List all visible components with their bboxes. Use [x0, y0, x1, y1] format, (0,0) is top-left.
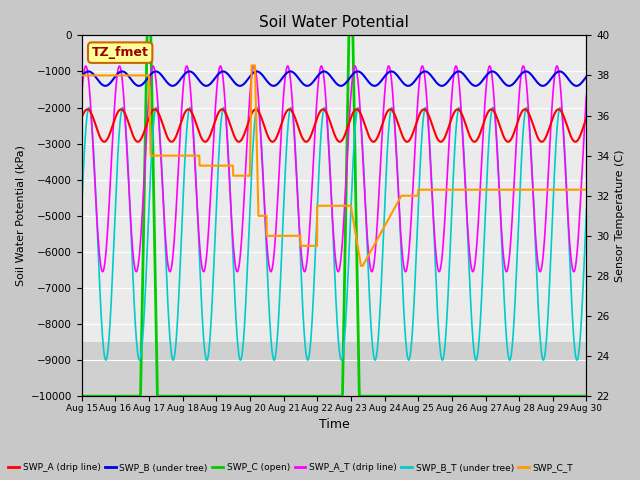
Y-axis label: Soil Water Potential (kPa): Soil Water Potential (kPa) — [15, 145, 25, 286]
X-axis label: Time: Time — [319, 419, 349, 432]
Legend: SWP_A (drip line), SWP_B (under tree), SWP_C (open), SWP_A_T (drip line), SWP_B_: SWP_A (drip line), SWP_B (under tree), S… — [4, 459, 577, 476]
Title: Soil Water Potential: Soil Water Potential — [259, 15, 409, 30]
Bar — [82, 36, 586, 342]
Text: TZ_fmet: TZ_fmet — [92, 46, 148, 59]
Bar — [82, 342, 586, 396]
Y-axis label: Sensor Temperature (C): Sensor Temperature (C) — [615, 149, 625, 282]
